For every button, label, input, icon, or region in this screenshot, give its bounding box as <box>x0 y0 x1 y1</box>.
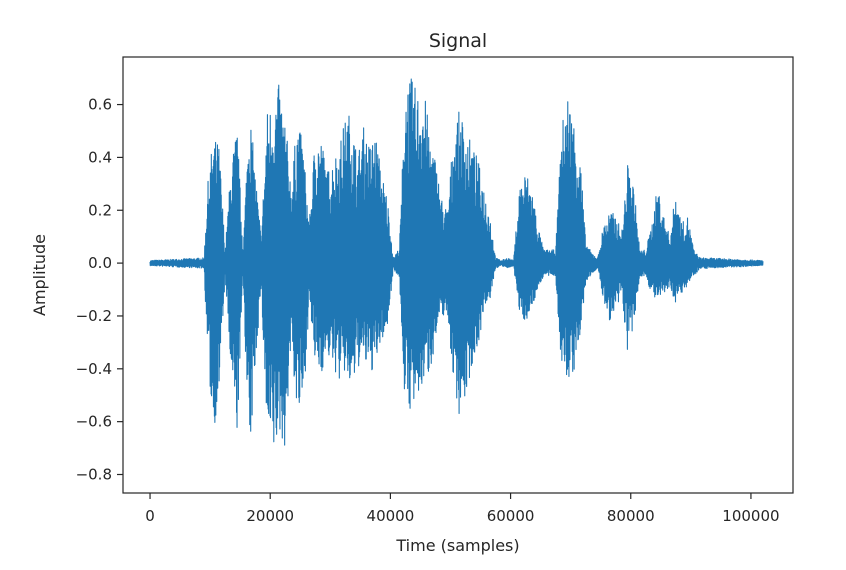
x-tick-label: 100000 <box>722 507 779 525</box>
plot-frame <box>122 56 794 494</box>
chart-title: Signal <box>429 30 487 52</box>
y-tick-label: −0.4 <box>76 360 112 378</box>
y-tick-label: 0.2 <box>88 201 112 219</box>
x-tick-label: 80000 <box>607 507 655 525</box>
signal-line <box>149 78 764 446</box>
x-tick-label: 40000 <box>367 507 415 525</box>
x-axis-label: Time (samples) <box>395 536 519 555</box>
x-tick-label: 0 <box>145 507 155 525</box>
y-tick-label: 0.4 <box>88 148 112 166</box>
y-tick-label: 0.0 <box>88 254 112 272</box>
y-axis-ticks: −0.8 −0.6 −0.4 −0.2 0.0 0.2 0.4 0.6 <box>76 96 123 484</box>
waveform-series <box>149 78 764 446</box>
plot-area <box>149 78 764 446</box>
y-tick-label: −0.8 <box>76 466 112 484</box>
x-tick-label: 60000 <box>487 507 535 525</box>
y-tick-label: 0.6 <box>88 96 112 114</box>
y-axis-label: Amplitude <box>30 234 49 316</box>
y-tick-label: −0.2 <box>76 307 112 325</box>
x-axis-ticks: 0 20000 40000 60000 80000 100000 <box>145 493 780 525</box>
y-tick-label: −0.6 <box>76 413 112 431</box>
x-tick-label: 20000 <box>246 507 294 525</box>
